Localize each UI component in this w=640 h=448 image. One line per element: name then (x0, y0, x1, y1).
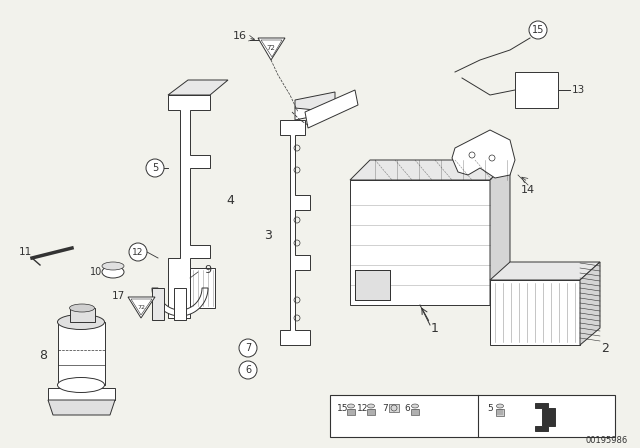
Text: 6: 6 (245, 365, 251, 375)
Polygon shape (190, 268, 215, 308)
Text: 16: 16 (233, 31, 247, 41)
Polygon shape (295, 100, 335, 120)
Text: 4: 4 (226, 194, 234, 207)
Ellipse shape (102, 262, 124, 270)
Circle shape (239, 361, 257, 379)
Polygon shape (261, 40, 282, 57)
Bar (411, 409, 419, 415)
Text: 11: 11 (19, 247, 31, 257)
Polygon shape (131, 299, 152, 315)
Circle shape (239, 339, 257, 357)
Text: 12: 12 (357, 404, 369, 413)
Polygon shape (580, 262, 600, 345)
Polygon shape (174, 288, 186, 320)
Polygon shape (152, 288, 164, 320)
Polygon shape (355, 270, 390, 300)
Ellipse shape (412, 404, 419, 408)
Polygon shape (452, 130, 515, 178)
Ellipse shape (58, 378, 104, 392)
Ellipse shape (70, 304, 95, 312)
Text: 14: 14 (521, 185, 535, 195)
Text: 72: 72 (267, 45, 275, 51)
Ellipse shape (497, 404, 504, 408)
Polygon shape (48, 388, 115, 400)
Circle shape (146, 159, 164, 177)
Polygon shape (490, 160, 510, 305)
Polygon shape (128, 297, 155, 318)
Polygon shape (258, 38, 285, 60)
Polygon shape (515, 72, 558, 108)
Polygon shape (350, 180, 490, 305)
Text: 15: 15 (337, 404, 349, 413)
Text: 9: 9 (204, 265, 212, 275)
Circle shape (529, 21, 547, 39)
Ellipse shape (367, 404, 374, 408)
Polygon shape (48, 400, 115, 415)
Text: 2: 2 (601, 341, 609, 354)
Polygon shape (168, 80, 228, 95)
Text: 00195986: 00195986 (586, 435, 628, 444)
Text: 72: 72 (137, 305, 145, 310)
Bar (367, 409, 375, 415)
Bar (496, 409, 504, 416)
Polygon shape (490, 280, 580, 345)
Bar (330, 395, 615, 437)
Ellipse shape (102, 266, 124, 278)
Text: 17: 17 (111, 291, 125, 301)
Text: 10: 10 (90, 267, 102, 277)
Text: 7: 7 (382, 404, 388, 413)
Text: 7: 7 (245, 343, 251, 353)
Polygon shape (58, 322, 105, 385)
Polygon shape (535, 403, 555, 431)
Text: 5: 5 (487, 404, 493, 413)
Polygon shape (295, 92, 335, 112)
Text: 1: 1 (431, 322, 439, 335)
Text: 5: 5 (152, 163, 158, 173)
Polygon shape (70, 308, 95, 322)
Text: 3: 3 (264, 228, 272, 241)
Bar (347, 409, 355, 415)
Text: 13: 13 (572, 85, 584, 95)
Bar (389, 404, 399, 412)
Polygon shape (168, 95, 210, 318)
Text: 15: 15 (532, 25, 544, 35)
Ellipse shape (348, 404, 355, 408)
Polygon shape (305, 90, 358, 128)
Polygon shape (280, 120, 310, 345)
Polygon shape (490, 262, 600, 280)
Polygon shape (152, 288, 208, 316)
Polygon shape (350, 160, 510, 180)
Text: 8: 8 (39, 349, 47, 362)
Text: 12: 12 (132, 247, 144, 257)
Ellipse shape (58, 314, 104, 329)
Circle shape (129, 243, 147, 261)
Text: 6: 6 (404, 404, 410, 413)
